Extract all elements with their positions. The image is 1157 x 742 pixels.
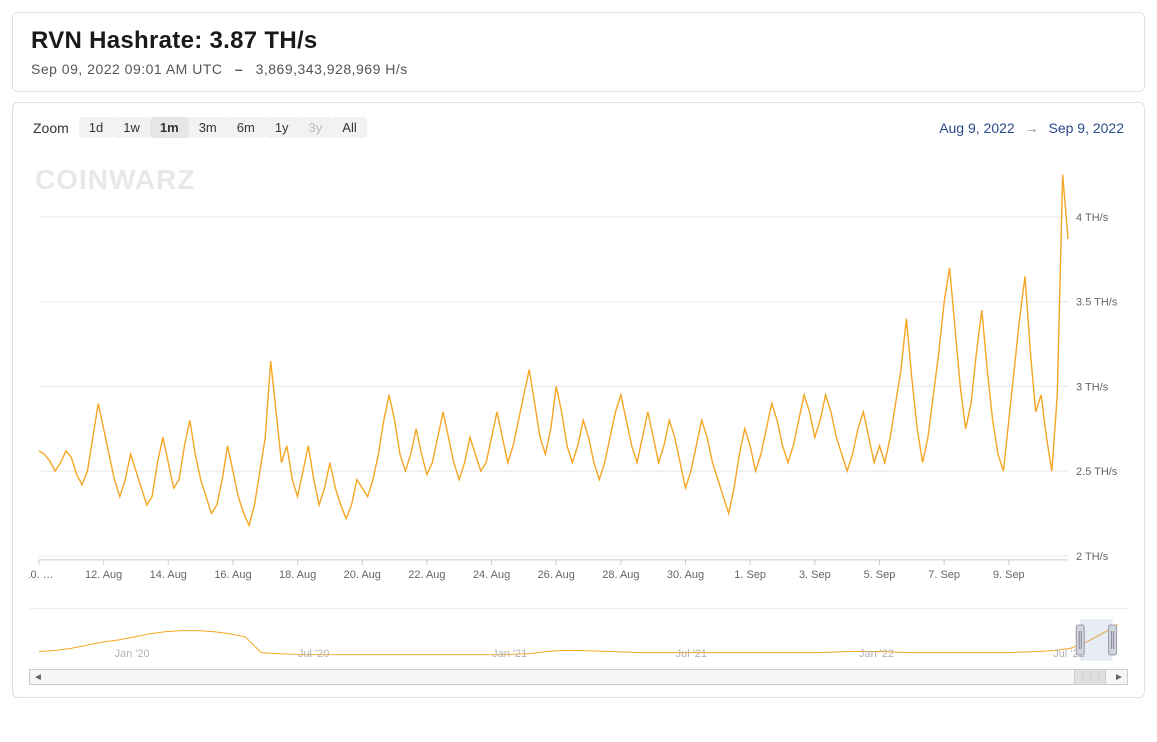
zoom-button-all[interactable]: All [332,117,366,138]
page-title: RVN Hashrate: 3.87 TH/s [31,27,1126,55]
svg-text:18. Aug: 18. Aug [279,569,316,581]
watermark: CoinWarz [35,164,195,196]
svg-text:16. Aug: 16. Aug [214,569,251,581]
svg-text:Jul '20: Jul '20 [298,648,329,660]
svg-text:5. Sep: 5. Sep [864,569,896,581]
svg-text:10. …: 10. … [29,569,54,581]
main-chart[interactable]: 2 TH/s 2.5 TH/s 3 TH/s 3.5 TH/s 4 TH/s 10. … 1… [29,156,1128,596]
svg-text:7. Sep: 7. Sep [928,569,960,581]
scroll-left-icon[interactable]: ◄ [30,672,46,683]
svg-text:24. Aug: 24. Aug [473,569,510,581]
chart-toolbar: Zoom 1d1w1m3m6m1y3yAll Aug 9, 2022 → Sep… [29,117,1128,138]
svg-text:Jan '22: Jan '22 [859,648,894,660]
range-to: Sep 9, 2022 [1048,120,1124,136]
scroll-right-icon[interactable]: ► [1111,672,1127,683]
navigator-handle[interactable] [1109,625,1117,655]
chart-card: Zoom 1d1w1m3m6m1y3yAll Aug 9, 2022 → Sep… [12,102,1145,698]
zoom-button-6m[interactable]: 6m [227,117,265,138]
main-chart-container: CoinWarz 2 TH/s 2.5 TH/s 3 TH/s 3.5 TH/s 4 T… [29,156,1128,596]
date-range[interactable]: Aug 9, 2022 → Sep 9, 2022 [939,120,1124,136]
svg-text:14. Aug: 14. Aug [150,569,187,581]
zoom-label: Zoom [33,120,69,136]
svg-text:Jul '21: Jul '21 [676,648,707,660]
navigator-handle[interactable] [1076,625,1084,655]
zoom-button-1m[interactable]: 1m [150,117,189,138]
svg-text:4 TH/s: 4 TH/s [1076,212,1109,224]
zoom-button-3y: 3y [299,117,333,138]
navigator-container: Jan '20Jul '20Jan '21Jul '21Jan '22Jul '… [29,608,1128,685]
subtitle: Sep 09, 2022 09:01 AM UTC – 3,869,343,92… [31,61,1126,77]
svg-text:26. Aug: 26. Aug [538,569,575,581]
zoom-button-1w[interactable]: 1w [113,117,150,138]
svg-text:3. Sep: 3. Sep [799,569,831,581]
svg-text:2 TH/s: 2 TH/s [1076,551,1109,563]
scroll-thumb[interactable]: ⋮⋮⋮ [1074,670,1106,684]
scroll-bar[interactable]: ◄ ⋮⋮⋮ ► [29,669,1128,685]
svg-text:3.5 TH/s: 3.5 TH/s [1076,297,1118,309]
hashrate-raw: 3,869,343,928,969 H/s [256,61,408,77]
svg-text:20. Aug: 20. Aug [344,569,381,581]
svg-text:Jan '20: Jan '20 [115,648,150,660]
scroll-track[interactable]: ⋮⋮⋮ [46,670,1111,684]
header-card: RVN Hashrate: 3.87 TH/s Sep 09, 2022 09:… [12,12,1145,92]
dash-separator: – [235,61,243,77]
zoom-button-1d[interactable]: 1d [79,117,113,138]
zoom-button-3m[interactable]: 3m [189,117,227,138]
zoom-button-1y[interactable]: 1y [265,117,299,138]
title-prefix: RVN Hashrate: [31,27,209,54]
zoom-controls: Zoom 1d1w1m3m6m1y3yAll [33,117,367,138]
svg-text:2.5 TH/s: 2.5 TH/s [1076,466,1118,478]
svg-text:28. Aug: 28. Aug [602,569,639,581]
svg-text:22. Aug: 22. Aug [408,569,445,581]
arrow-icon: → [1025,120,1039,136]
svg-text:3 TH/s: 3 TH/s [1076,381,1109,393]
title-value: 3.87 TH/s [209,27,317,54]
svg-text:9. Sep: 9. Sep [993,569,1025,581]
navigator-chart[interactable]: Jan '20Jul '20Jan '21Jul '21Jan '22Jul '… [29,615,1128,667]
svg-text:30. Aug: 30. Aug [667,569,704,581]
svg-text:1. Sep: 1. Sep [734,569,766,581]
timestamp: Sep 09, 2022 09:01 AM UTC [31,61,223,77]
range-from: Aug 9, 2022 [939,120,1015,136]
svg-text:Jan '21: Jan '21 [492,648,527,660]
svg-text:12. Aug: 12. Aug [85,569,122,581]
